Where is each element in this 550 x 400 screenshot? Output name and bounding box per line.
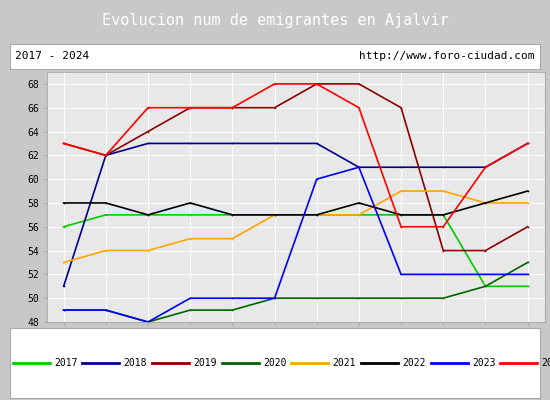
Text: 2021: 2021 (333, 358, 356, 368)
Text: 2017: 2017 (54, 358, 78, 368)
Text: 2019: 2019 (193, 358, 217, 368)
Text: 2023: 2023 (472, 358, 496, 368)
Text: Evolucion num de emigrantes en Ajalvir: Evolucion num de emigrantes en Ajalvir (102, 14, 448, 28)
Text: 2017 - 2024: 2017 - 2024 (15, 52, 90, 62)
Text: 2022: 2022 (402, 358, 426, 368)
Text: 2024: 2024 (542, 358, 550, 368)
Text: 2018: 2018 (124, 358, 147, 368)
Text: http://www.foro-ciudad.com: http://www.foro-ciudad.com (359, 52, 535, 62)
Text: 2020: 2020 (263, 358, 287, 368)
